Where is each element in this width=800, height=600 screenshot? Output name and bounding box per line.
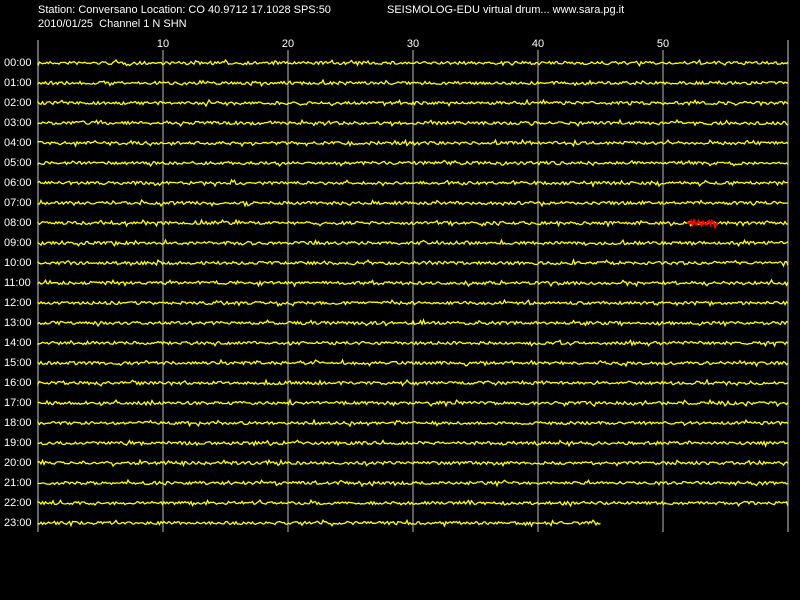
x-tick-label: 30 [407, 38, 419, 50]
row-label: 07:00 [4, 197, 32, 209]
row-label: 18:00 [4, 417, 32, 429]
row-label: 13:00 [4, 317, 32, 329]
trace [37, 318, 789, 328]
trace [37, 258, 789, 268]
trace [37, 498, 789, 508]
x-tick-label: 10 [157, 38, 169, 50]
row-label: 10:00 [4, 257, 32, 269]
trace [37, 218, 789, 228]
trace [37, 178, 788, 188]
trace [37, 159, 789, 168]
trace [37, 118, 789, 128]
trace [37, 358, 789, 368]
row-label: 09:00 [4, 237, 32, 249]
row-label: 01:00 [4, 77, 32, 89]
trace [37, 98, 789, 108]
trace [37, 458, 789, 468]
x-tick-label: 50 [657, 38, 669, 50]
row-label: 11:00 [4, 277, 31, 289]
row-label: 03:00 [4, 117, 32, 129]
row-label: 16:00 [4, 377, 32, 389]
trace [37, 78, 789, 88]
x-tick-label: 20 [282, 38, 294, 50]
row-label: 06:00 [4, 177, 32, 189]
trace [37, 378, 789, 387]
row-label: 14:00 [4, 337, 32, 349]
row-label: 04:00 [4, 137, 32, 149]
trace [37, 138, 789, 148]
row-label: 20:00 [4, 457, 32, 469]
row-label: 00:00 [4, 57, 32, 69]
trace [37, 238, 789, 248]
trace [37, 478, 789, 488]
event-trace [687, 217, 719, 230]
trace [37, 439, 789, 448]
trace [37, 198, 788, 208]
row-label: 19:00 [4, 437, 32, 449]
trace [37, 58, 789, 67]
row-label: 17:00 [4, 397, 32, 409]
chart-title: Station: Conversano Location: CO 40.9712… [38, 4, 331, 16]
row-label: 15:00 [4, 357, 32, 369]
trace [37, 278, 789, 288]
row-label: 05:00 [4, 157, 32, 169]
trace [37, 418, 789, 428]
row-label: 23:00 [4, 517, 32, 529]
date-line: 2010/01/25 Channel 1 N SHN [38, 18, 187, 30]
trace [37, 298, 789, 308]
trace [37, 518, 601, 528]
row-label: 02:00 [4, 97, 32, 109]
trace [37, 398, 789, 408]
chart-subtitle: SEISMOLOG-EDU virtual drum... www.sara.p… [387, 4, 624, 16]
row-label: 08:00 [4, 217, 32, 229]
x-tick-label: 40 [532, 38, 544, 50]
row-label: 21:00 [4, 477, 32, 489]
trace [37, 339, 789, 348]
row-label: 12:00 [4, 297, 32, 309]
row-label: 22:00 [4, 497, 32, 509]
